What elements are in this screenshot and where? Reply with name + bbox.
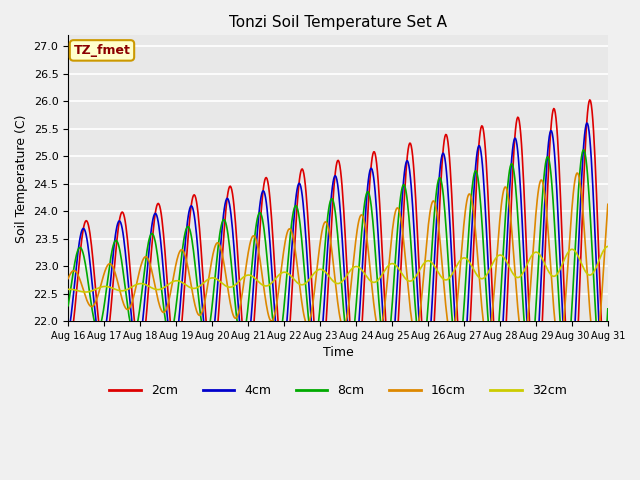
32cm [604,243,612,249]
8cm [184,224,192,229]
4cm [604,374,612,380]
2cm [419,347,427,353]
2cm [74,274,82,279]
8cm [598,367,605,372]
32cm [214,276,221,282]
Line: 16cm: 16cm [68,173,608,348]
32cm [420,261,428,266]
Title: Tonzi Soil Temperature Set A: Tonzi Soil Temperature Set A [229,15,447,30]
16cm [130,295,138,300]
8cm [404,199,412,204]
Y-axis label: Soil Temperature (C): Soil Temperature (C) [15,114,28,242]
4cm [404,158,412,164]
16cm [404,278,412,284]
16cm [419,278,427,284]
16cm [213,240,221,246]
4cm [601,390,609,396]
16cm [74,272,82,277]
4cm [130,331,138,337]
16cm [604,202,612,207]
2cm [586,97,594,103]
16cm [184,266,192,272]
32cm [185,284,193,290]
32cm [131,283,138,288]
16cm [591,345,599,350]
Line: 4cm: 4cm [68,123,608,393]
Line: 2cm: 2cm [68,100,608,414]
8cm [213,257,221,263]
Text: TZ_fmet: TZ_fmet [74,44,131,57]
32cm [404,278,412,284]
4cm [74,250,82,255]
16cm [64,276,72,281]
2cm [404,153,412,158]
8cm [74,247,82,253]
8cm [419,349,427,355]
2cm [184,232,192,238]
4cm [419,367,427,373]
Legend: 2cm, 4cm, 8cm, 16cm, 32cm: 2cm, 4cm, 8cm, 16cm, 32cm [104,379,572,402]
8cm [64,303,72,309]
2cm [130,308,138,313]
8cm [604,306,612,312]
4cm [184,213,192,219]
16cm [573,170,581,176]
32cm [74,288,82,294]
8cm [130,329,138,335]
X-axis label: Time: Time [323,347,353,360]
32cm [64,287,72,292]
4cm [64,332,72,338]
2cm [604,411,612,417]
4cm [213,294,221,300]
2cm [64,343,72,349]
4cm [583,120,591,126]
2cm [213,334,221,340]
Line: 8cm: 8cm [68,150,608,370]
32cm [81,289,89,295]
8cm [580,147,588,153]
Line: 32cm: 32cm [68,246,608,292]
